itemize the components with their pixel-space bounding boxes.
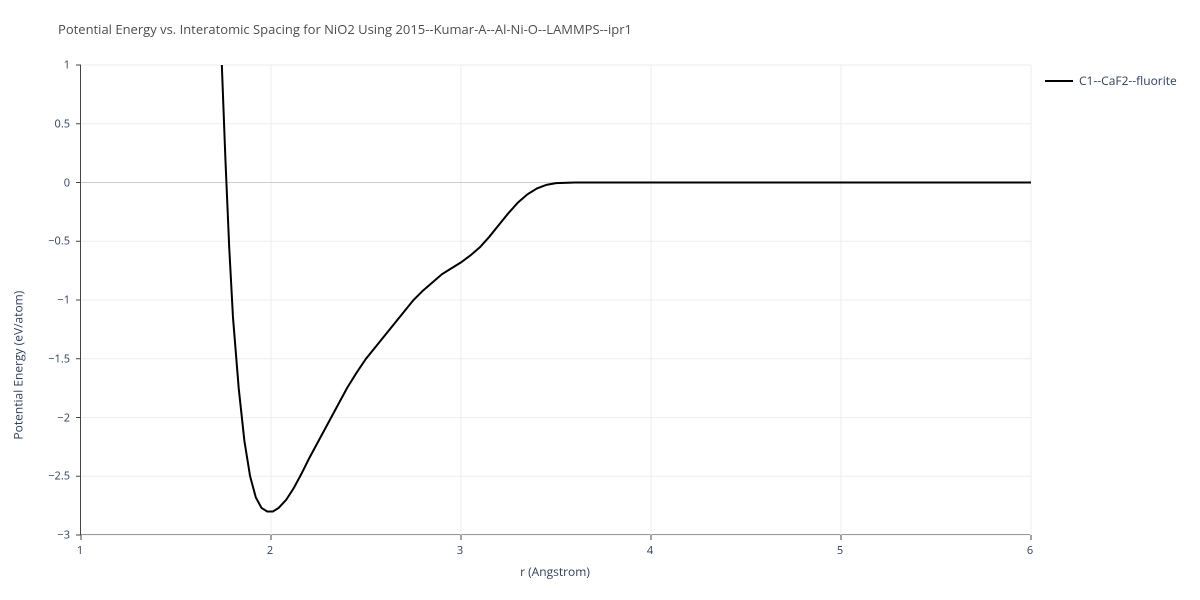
y-tick-label: 1: [64, 58, 70, 73]
x-tick-label: 6: [1027, 543, 1033, 558]
y-axis-label: Potential Energy (eV/atom): [10, 291, 27, 440]
y-tick-label: −2.5: [48, 469, 70, 484]
y-tick-label: −1.5: [48, 351, 70, 366]
y-tick-label: −3: [57, 528, 70, 543]
x-tick-label: 5: [837, 543, 843, 558]
chart-container: Potential Energy vs. Interatomic Spacing…: [0, 0, 1200, 600]
series-line[interactable]: [214, 0, 1031, 512]
x-axis-label: r (Angstrom): [520, 563, 590, 580]
chart-title: Potential Energy vs. Interatomic Spacing…: [58, 20, 632, 38]
x-tick-label: 2: [267, 543, 273, 558]
plot-svg: [81, 65, 1031, 535]
legend-label: C1--CaF2--fluorite: [1079, 72, 1177, 89]
y-tick-label: −2: [57, 410, 70, 425]
x-tick-label: 1: [77, 543, 83, 558]
x-tick-label: 4: [647, 543, 653, 558]
plot-area[interactable]: [80, 65, 1030, 535]
y-tick-label: −0.5: [48, 234, 70, 249]
legend-swatch: [1045, 80, 1073, 82]
y-tick-label: 0.5: [55, 116, 70, 131]
x-tick-label: 3: [457, 543, 463, 558]
y-tick-label: −1: [57, 293, 70, 308]
legend[interactable]: C1--CaF2--fluorite: [1045, 72, 1177, 89]
y-tick-label: 0: [64, 175, 70, 190]
